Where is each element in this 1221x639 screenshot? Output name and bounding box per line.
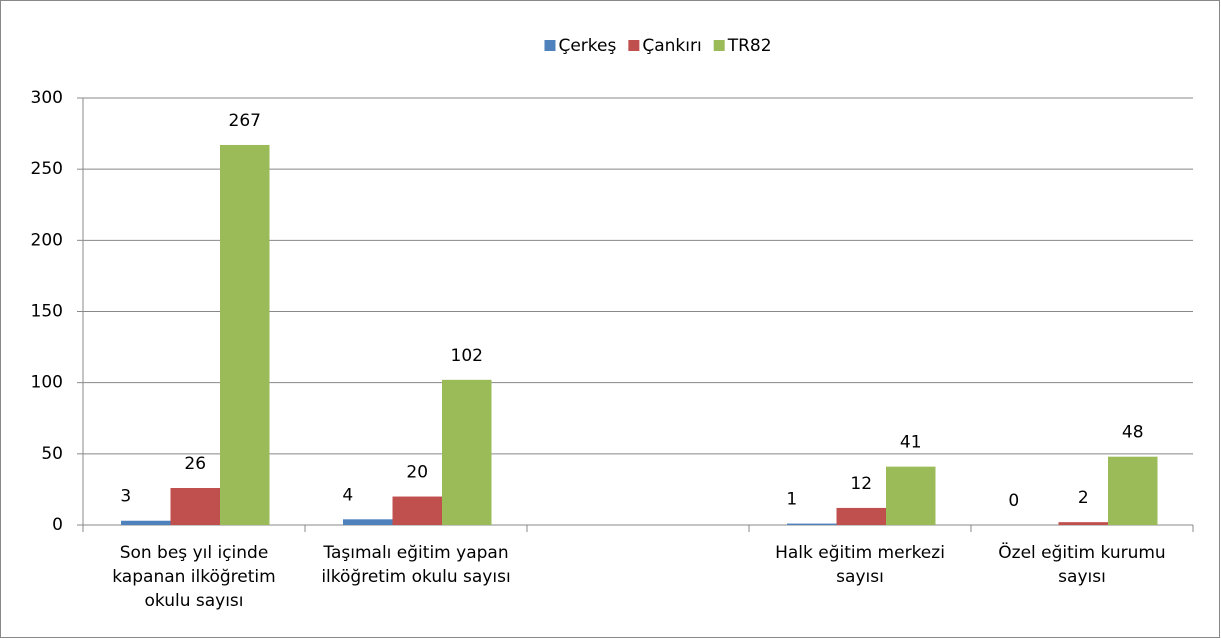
data-label: 41 [900,433,922,453]
legend-swatch [713,40,725,51]
x-tick-label: Taşımalı eğitim yapan ilköğretim okulu s… [321,543,511,587]
data-label: 48 [1122,423,1144,443]
data-label: 0 [1008,491,1019,511]
bar [121,520,171,525]
bar [392,496,442,525]
bar [886,466,936,525]
data-label: 26 [184,454,206,474]
data-label: 1 [786,490,797,510]
bar [787,523,837,525]
y-tick-label: 0 [52,515,63,535]
legend-label: Çankırı [642,36,701,56]
x-tick-label: Halk eğitim merkezi sayısı [775,543,945,587]
x-tick-label: Son beş yıl içinde kapanan ilköğretim ok… [112,543,276,611]
legend-swatch [544,40,556,51]
bar [343,519,393,525]
data-label: 3 [120,487,131,507]
legend-swatch [628,40,640,51]
data-label: 2 [1078,488,1089,508]
y-tick-label: 200 [31,230,63,250]
data-label: 267 [229,111,261,131]
y-tick-label: 100 [31,373,63,393]
bar [1108,456,1158,525]
bar [836,507,886,525]
bar [1058,522,1108,525]
data-label: 20 [406,463,428,483]
bar [170,487,220,525]
y-tick-label: 250 [31,159,63,179]
bar [442,379,492,525]
y-tick-label: 150 [31,302,63,322]
data-label: 4 [342,485,353,505]
data-label: 12 [850,474,872,494]
y-tick-label: 50 [41,444,63,464]
bar [220,144,270,525]
legend-label: Çerkeş [558,36,616,56]
x-tick-label: Özel eğitim kurumu sayısı [998,543,1166,587]
legend-label: TR82 [727,36,772,56]
y-tick-label: 300 [31,88,63,108]
data-label: 102 [451,346,483,366]
